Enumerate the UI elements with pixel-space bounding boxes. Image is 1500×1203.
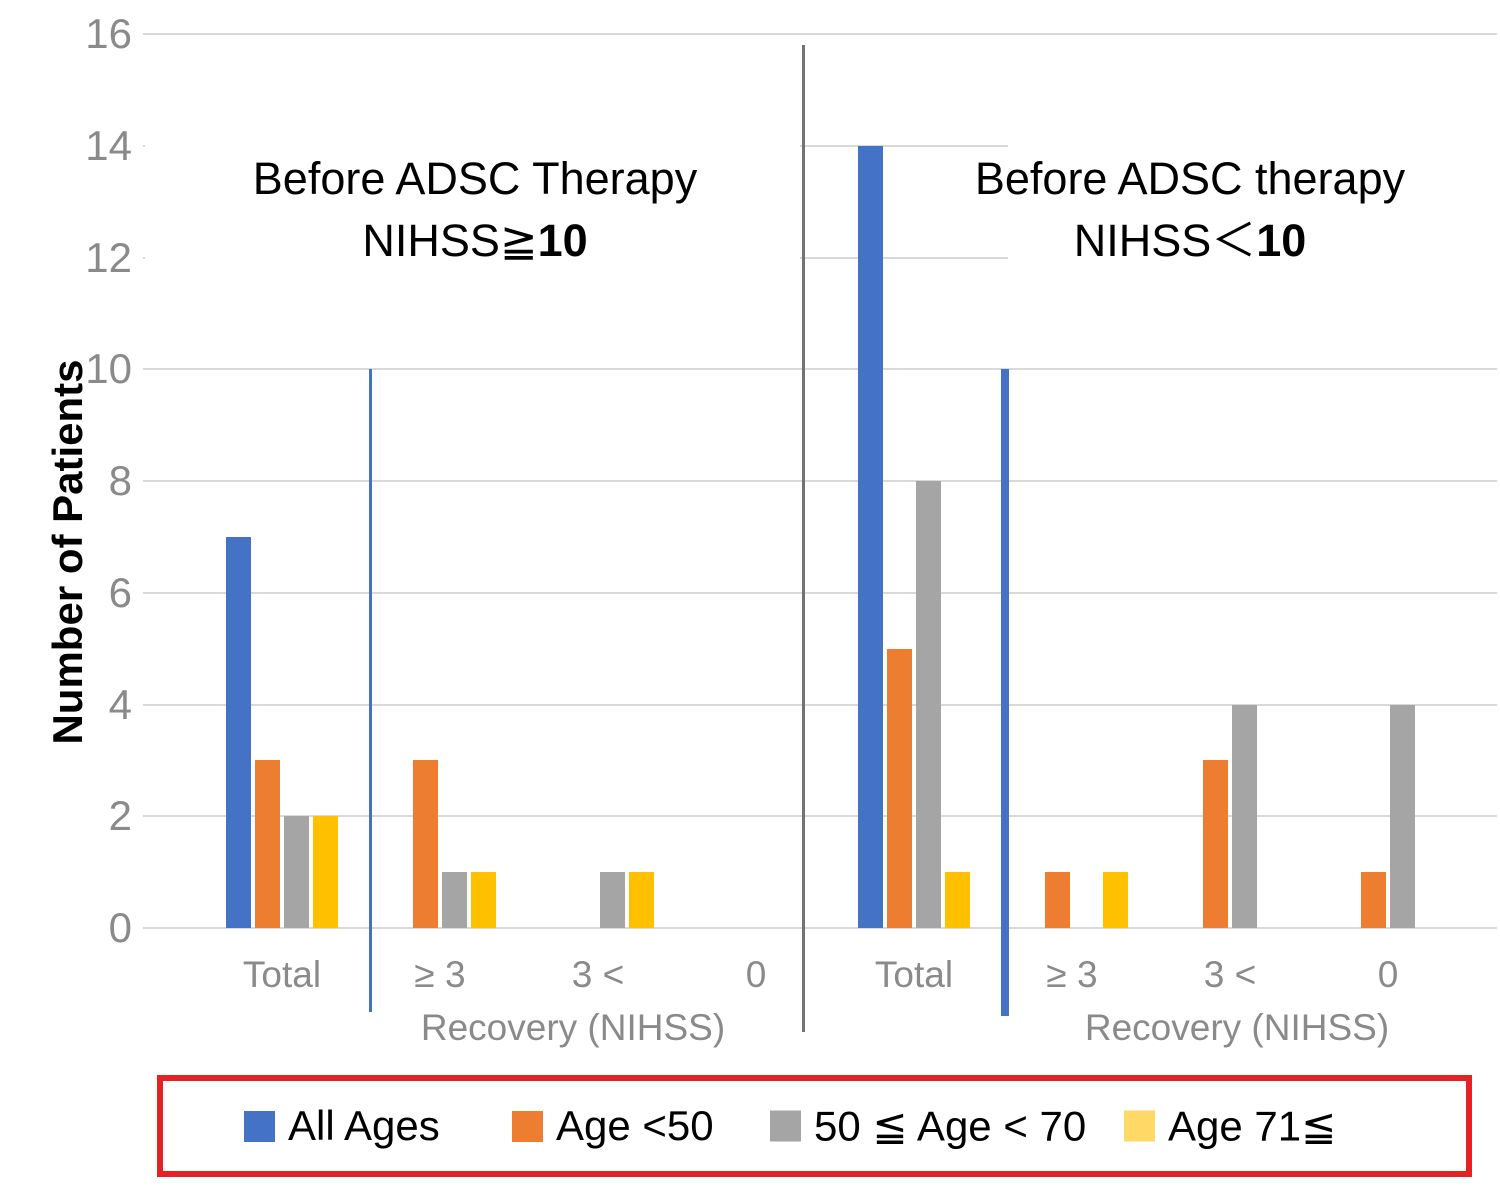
y-axis-title: Number of Patients (44, 359, 91, 745)
bar-0-total-50-age-70 (284, 816, 309, 928)
legend-item-50-age-70: 50 ≦ Age < 70 (770, 1102, 1086, 1151)
x-axis-label-0: Recovery (NIHSS) (420, 1007, 726, 1048)
legend-swatch-all-ages (244, 1110, 275, 1142)
bar-1-total-age-71 (945, 872, 970, 928)
gridline-14 (143, 144, 1497, 147)
legend-swatch-age-50 (512, 1110, 543, 1142)
bar-0-total-all-ages (226, 536, 251, 928)
bar-1-total-age-50 (887, 648, 912, 928)
panel-title-1: Before ADSC therapy NIHSS＜10 (870, 148, 1500, 272)
legend-label-all-ages: All Ages (288, 1102, 440, 1149)
bar-0-total-age-71 (313, 816, 338, 928)
category-label-1-3: ≥ 3 (1046, 954, 1098, 995)
bar-0-total-age-50 (255, 760, 280, 928)
category-label-1-total: Total (874, 954, 954, 995)
y-tick-label-14: 14 (85, 121, 132, 169)
category-label-0-total: Total (242, 954, 322, 995)
bar-1-total-50-age-70 (916, 481, 941, 928)
panel-title-0: Before ADSC Therapy NIHSS≧10 (155, 148, 795, 272)
bar-0-3-age-50 (413, 760, 438, 928)
y-tick-label-6: 6 (108, 568, 132, 616)
legend-item-age-71: Age 71≦ (1124, 1102, 1336, 1151)
bar-0-3-age-71 (629, 872, 654, 928)
gridline-4 (143, 703, 1497, 706)
gridline-12 (143, 256, 1497, 259)
bar-0-3-50-age-70 (442, 872, 467, 928)
legend-box: All Ages Age <50 50 ≦ Age < 70 Age 71≦ (157, 1075, 1472, 1177)
bar-1-0-50-age-70 (1390, 704, 1415, 928)
gridline-8 (143, 480, 1497, 482)
category-label-1-0: 0 (1377, 954, 1399, 995)
gridline-0 (143, 927, 1497, 929)
threshold-line-left (369, 369, 372, 1012)
legend-item-age-50: Age <50 (512, 1102, 714, 1150)
y-tick-label-12: 12 (85, 233, 132, 281)
panel-title-line1: Before ADSC therapy (974, 153, 1406, 204)
legend-label-50-age-70: 50 ≦ Age < 70 (814, 1102, 1087, 1150)
bar-0-3-age-71 (471, 872, 496, 928)
bar-1-3-age-50 (1203, 760, 1228, 928)
threshold-line-right (1001, 369, 1009, 1016)
panel-title-background-1 (1008, 103, 1497, 327)
y-tick-label-2: 2 (108, 792, 132, 840)
legend-label-age-50: Age <50 (556, 1102, 714, 1149)
bar-0-3-50-age-70 (600, 872, 625, 928)
panel-title-line1: Before ADSC Therapy (252, 153, 698, 204)
bar-1-3-age-50 (1045, 872, 1070, 928)
legend-swatch-age-71 (1124, 1110, 1155, 1142)
category-label-0-0: 0 (745, 954, 767, 995)
legend-swatch-50-age-70 (770, 1110, 801, 1142)
y-tick-label-10: 10 (85, 345, 132, 393)
y-tick-label-8: 8 (108, 457, 132, 504)
y-tick-label-0: 0 (108, 904, 132, 951)
bar-1-3-50-age-70 (1232, 704, 1257, 928)
panel-title-line2: NIHSS＜10 (1073, 215, 1307, 266)
y-tick-label-4: 4 (108, 680, 132, 728)
category-label-1-3: 3 < (1203, 954, 1257, 995)
legend-item-all-ages: All Ages (244, 1102, 440, 1150)
panel-divider-line (802, 45, 805, 1032)
bar-1-0-age-50 (1361, 872, 1386, 928)
panel-title-line2: NIHSS≧10 (362, 215, 588, 266)
bar-1-total-all-ages (858, 145, 883, 928)
gridline-6 (143, 591, 1497, 594)
panel-title-background-0 (145, 103, 800, 327)
gridline-2 (143, 815, 1497, 818)
category-label-0-3: 3 < (571, 954, 625, 995)
gridline-16 (143, 33, 1497, 35)
y-tick-label-16: 16 (85, 10, 132, 57)
x-axis-label-1: Recovery (NIHSS) (1084, 1007, 1390, 1048)
category-label-0-3: ≥ 3 (414, 954, 466, 995)
legend-label-age-71: Age 71≦ (1168, 1102, 1337, 1150)
bar-1-3-age-71 (1103, 872, 1128, 928)
gridline-10 (143, 368, 1497, 371)
